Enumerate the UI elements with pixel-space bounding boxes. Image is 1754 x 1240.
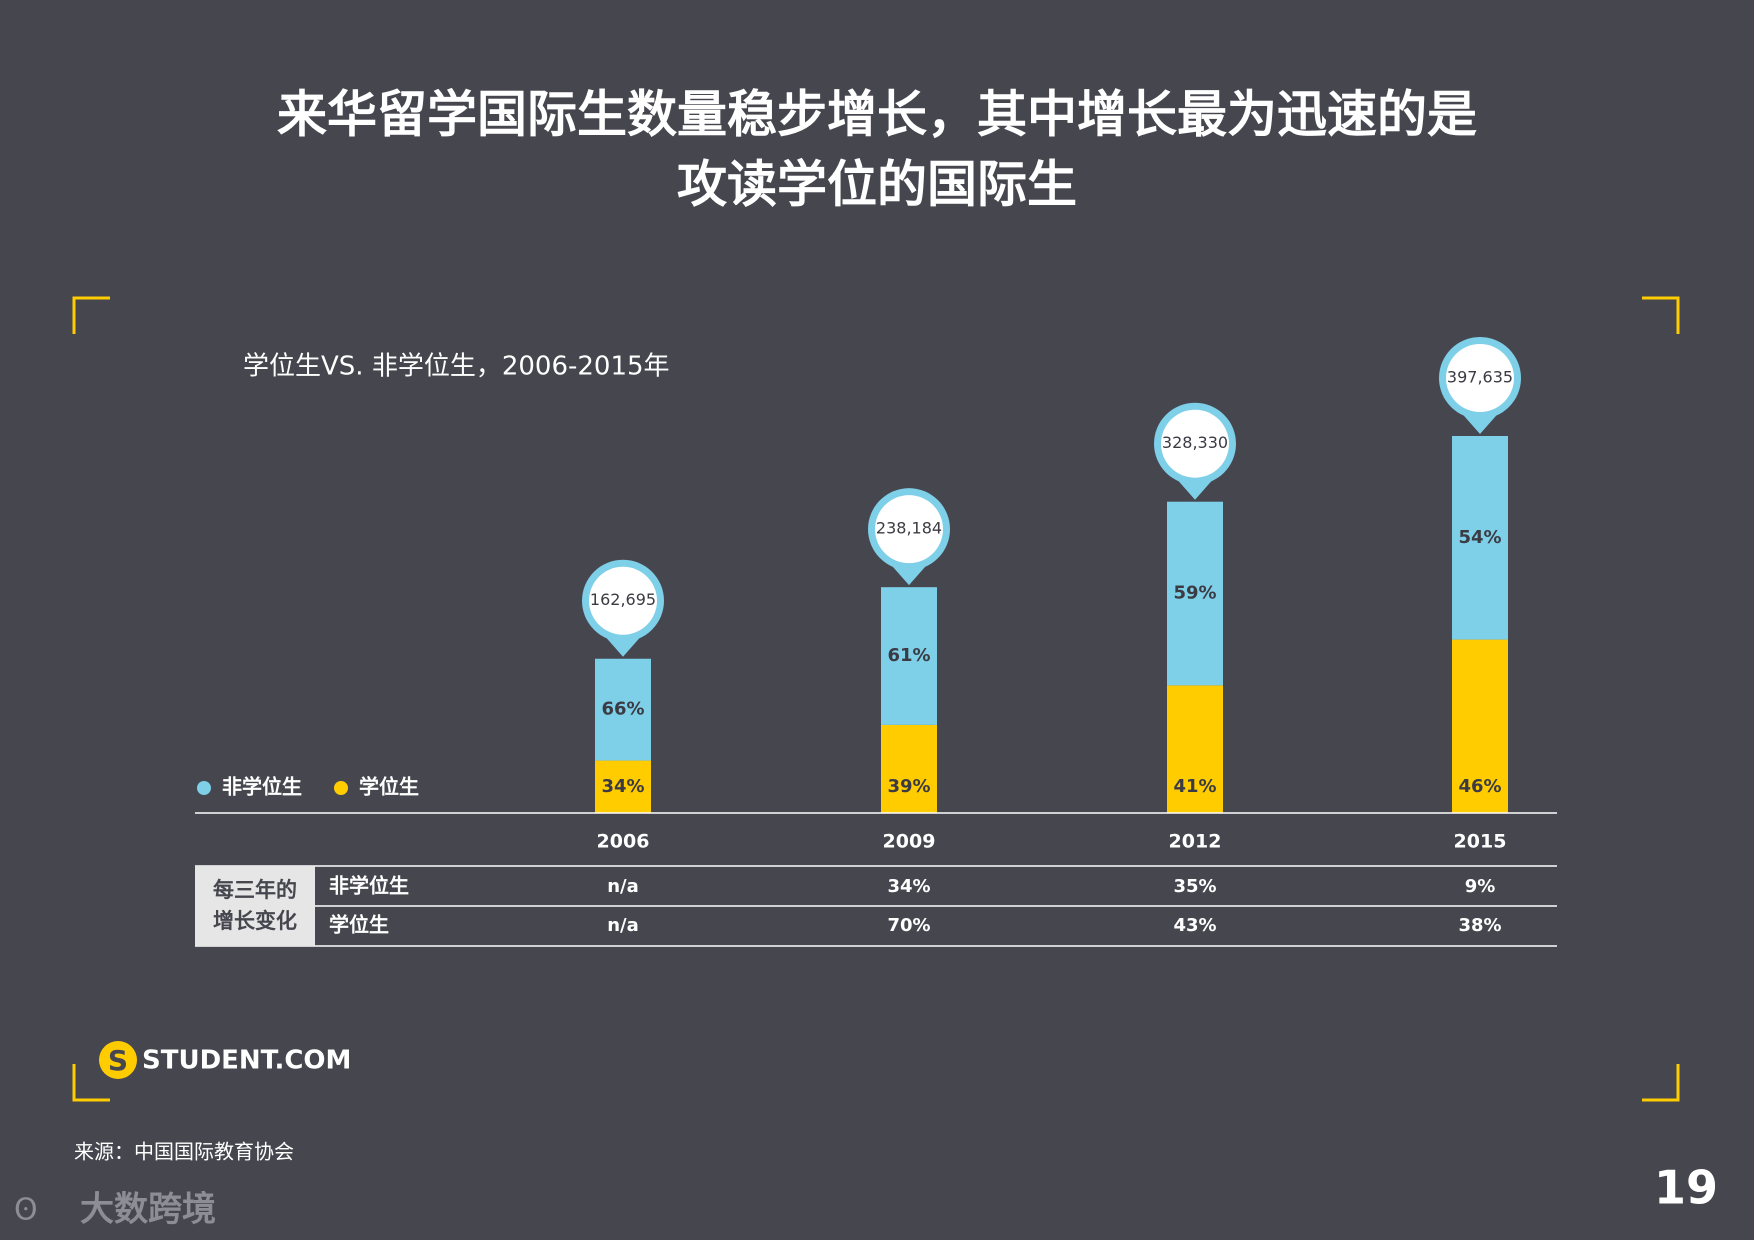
chart-subtitle: 学位生VS. 非学位生，2006-2015年 bbox=[243, 352, 670, 382]
corner-brackets bbox=[72, 296, 1680, 1102]
bar-segment bbox=[881, 724, 937, 813]
bracket bbox=[1642, 296, 1680, 334]
bar-segment bbox=[1167, 685, 1223, 813]
table-cell: 34% bbox=[887, 876, 930, 897]
table-cell: n/a bbox=[607, 876, 639, 897]
table-cell: 35% bbox=[1173, 876, 1216, 897]
total-label: 162,695 bbox=[590, 590, 656, 609]
chart-title: 攻读学位的国际生 bbox=[677, 156, 1077, 214]
table-cell: 9% bbox=[1465, 876, 1496, 897]
table-cell: 70% bbox=[887, 915, 930, 936]
bubble bbox=[1161, 409, 1229, 478]
row-name: 非学位生 bbox=[329, 874, 409, 898]
bar-segment bbox=[595, 760, 651, 813]
row-name: 学位生 bbox=[329, 913, 389, 937]
total-label: 238,184 bbox=[876, 519, 942, 538]
watermark-icon: ʘ bbox=[14, 1193, 38, 1228]
data-label: 46% bbox=[1458, 776, 1501, 797]
x-tick-label: 2006 bbox=[597, 831, 650, 853]
data-label: 54% bbox=[1458, 527, 1501, 548]
data-label: 41% bbox=[1173, 776, 1216, 797]
source: 来源：中国国际教育协会 bbox=[74, 1140, 294, 1164]
bracket bbox=[72, 1064, 110, 1102]
bubble bbox=[1446, 344, 1514, 412]
row-header: 增长变化 bbox=[213, 909, 297, 933]
x-tick-label: 2015 bbox=[1454, 831, 1507, 853]
bracket bbox=[1642, 1064, 1680, 1102]
bar-segment bbox=[881, 587, 937, 725]
x-tick-label: 2012 bbox=[1169, 831, 1222, 853]
data-label: 61% bbox=[887, 645, 930, 666]
data-label: 39% bbox=[887, 776, 930, 797]
watermark: 大数跨境 bbox=[80, 1190, 216, 1230]
total-label: 397,635 bbox=[1447, 368, 1513, 387]
chart-title: 来华留学国际生数量稳步增长，其中增长最为迅速的是 bbox=[277, 86, 1477, 144]
legend-label: 非学位生 bbox=[222, 775, 302, 799]
bar-segment bbox=[1452, 639, 1508, 813]
row-header-box bbox=[195, 866, 315, 946]
logo-icon bbox=[99, 1041, 137, 1079]
legend-swatch bbox=[334, 781, 348, 795]
bubble bbox=[875, 495, 943, 564]
total-label: 328,330 bbox=[1162, 433, 1228, 452]
legend-swatch bbox=[197, 781, 211, 795]
row-header: 每三年的 bbox=[213, 878, 297, 902]
data-label: 34% bbox=[601, 776, 644, 797]
data-label: 59% bbox=[1173, 583, 1216, 604]
logo: S STUDENT.COM bbox=[99, 1041, 351, 1079]
bracket bbox=[72, 296, 110, 334]
logo-icon-letter: S bbox=[108, 1044, 128, 1077]
legend-label: 学位生 bbox=[359, 775, 419, 799]
bar-segment bbox=[595, 658, 651, 761]
table-cell: n/a bbox=[607, 915, 639, 936]
bar-segment bbox=[1167, 501, 1223, 686]
data-label: 66% bbox=[601, 699, 644, 720]
table-cell: 43% bbox=[1173, 915, 1216, 936]
table-cell: 38% bbox=[1458, 915, 1501, 936]
bubble bbox=[589, 566, 657, 635]
bar-segment bbox=[1452, 436, 1508, 640]
x-tick-label: 2009 bbox=[883, 831, 936, 853]
page-number: 19 bbox=[1654, 1161, 1718, 1215]
logo-text: STUDENT.COM bbox=[142, 1046, 351, 1076]
